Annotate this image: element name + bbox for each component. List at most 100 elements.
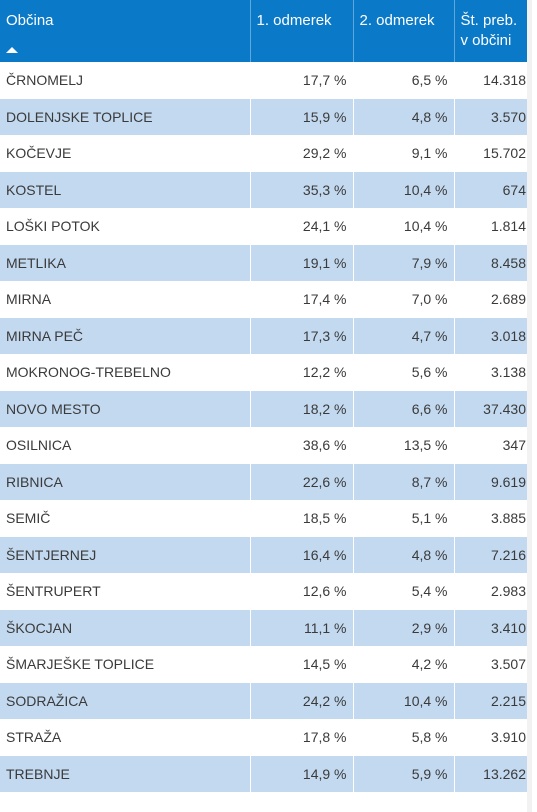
cell-prebivalci: 674 bbox=[454, 171, 532, 208]
table-row: LOŠKI POTOK 24,1 % 10,4 % 1.814 bbox=[0, 208, 532, 245]
cell-odmerek1 bbox=[250, 792, 354, 812]
cell-odmerek2: 6,5 % bbox=[353, 62, 455, 99]
cell-obcina: LOŠKI POTOK bbox=[0, 208, 251, 245]
table-row bbox=[0, 792, 532, 812]
cell-odmerek1: 16,4 % bbox=[250, 536, 354, 573]
cell-prebivalci: 3.507 bbox=[454, 646, 532, 683]
cell-odmerek1: 14,5 % bbox=[250, 646, 354, 683]
cell-prebivalci: 3.410 bbox=[454, 609, 532, 646]
cell-odmerek2: 6,6 % bbox=[353, 390, 455, 427]
cell-obcina: RIBNICA bbox=[0, 463, 251, 500]
cell-prebivalci: 9.619 bbox=[454, 463, 532, 500]
table-row: ŠKOCJAN 11,1 % 2,9 % 3.410 bbox=[0, 609, 532, 646]
table-row: KOČEVJE 29,2 % 9,1 % 15.702 bbox=[0, 135, 532, 172]
cell-obcina: ŠKOCJAN bbox=[0, 609, 251, 646]
cell-odmerek2 bbox=[353, 792, 455, 812]
cell-odmerek1: 17,7 % bbox=[250, 62, 354, 99]
cell-prebivalci: 3.138 bbox=[454, 354, 532, 391]
column-header-prebivalci-line2: v občini bbox=[460, 32, 512, 49]
table-row: ČRNOMELJ 17,7 % 6,5 % 14.318 bbox=[0, 62, 532, 99]
table-row: OSILNICA 38,6 % 13,5 % 347 bbox=[0, 427, 532, 464]
cell-odmerek1: 12,2 % bbox=[250, 354, 354, 391]
cell-obcina: KOČEVJE bbox=[0, 135, 251, 172]
cell-prebivalci: 2.983 bbox=[454, 573, 532, 610]
column-header-odmerek1-label: 1. odmerek bbox=[256, 12, 332, 29]
header-row: Občina 1. odmerek 2. odmerek Št. preb. v… bbox=[0, 0, 532, 62]
column-header-prebivalci-line1: Št. preb. bbox=[460, 12, 518, 29]
cell-odmerek2: 8,7 % bbox=[353, 463, 455, 500]
cell-odmerek1: 15,9 % bbox=[250, 98, 354, 135]
column-header-odmerek2-label: 2. odmerek bbox=[359, 12, 435, 29]
cell-odmerek1: 12,6 % bbox=[250, 573, 354, 610]
column-header-obcina[interactable]: Občina bbox=[0, 0, 251, 62]
cell-odmerek2: 5,8 % bbox=[353, 719, 455, 756]
cell-odmerek1: 17,4 % bbox=[250, 281, 354, 318]
cell-odmerek2: 10,4 % bbox=[353, 208, 455, 245]
cell-obcina: MIRNA PEČ bbox=[0, 317, 251, 354]
table-row: ŠENTRUPERT 12,6 % 5,4 % 2.983 bbox=[0, 573, 532, 610]
column-header-prebivalci[interactable]: Št. preb. v občini bbox=[454, 0, 532, 62]
cell-obcina: ŠMARJEŠKE TOPLICE bbox=[0, 646, 251, 683]
cell-prebivalci: 3.885 bbox=[454, 500, 532, 537]
cell-obcina: SODRAŽICA bbox=[0, 682, 251, 719]
cell-prebivalci: 3.570 bbox=[454, 98, 532, 135]
cell-odmerek2: 7,0 % bbox=[353, 281, 455, 318]
cell-obcina: METLIKA bbox=[0, 244, 251, 281]
cell-odmerek2: 7,9 % bbox=[353, 244, 455, 281]
table-row: STRAŽA 17,8 % 5,8 % 3.910 bbox=[0, 719, 532, 756]
table-row: MIRNA PEČ 17,3 % 4,7 % 3.018 bbox=[0, 317, 532, 354]
cell-odmerek1: 22,6 % bbox=[250, 463, 354, 500]
column-header-odmerek2[interactable]: 2. odmerek bbox=[353, 0, 455, 62]
cell-odmerek2: 5,6 % bbox=[353, 354, 455, 391]
scrollbar-track[interactable] bbox=[527, 0, 532, 812]
cell-odmerek1: 17,8 % bbox=[250, 719, 354, 756]
cell-obcina: ŠENTRUPERT bbox=[0, 573, 251, 610]
table-row: SEMIČ 18,5 % 5,1 % 3.885 bbox=[0, 500, 532, 537]
cell-obcina: MIRNA bbox=[0, 281, 251, 318]
table-row: MOKRONOG-TREBELNO 12,2 % 5,6 % 3.138 bbox=[0, 354, 532, 391]
cell-odmerek2: 5,4 % bbox=[353, 573, 455, 610]
cell-obcina: SEMIČ bbox=[0, 500, 251, 537]
table-row: RIBNICA 22,6 % 8,7 % 9.619 bbox=[0, 463, 532, 500]
cell-prebivalci: 13.262 bbox=[454, 755, 532, 792]
cell-odmerek1: 19,1 % bbox=[250, 244, 354, 281]
cell-prebivalci: 3.018 bbox=[454, 317, 532, 354]
cell-odmerek1: 38,6 % bbox=[250, 427, 354, 464]
cell-prebivalci: 3.910 bbox=[454, 719, 532, 756]
column-header-obcina-label: Občina bbox=[6, 12, 54, 29]
cell-obcina: DOLENJSKE TOPLICE bbox=[0, 98, 251, 135]
cell-obcina: OSILNICA bbox=[0, 427, 251, 464]
cell-odmerek2: 5,1 % bbox=[353, 500, 455, 537]
cell-obcina: KOSTEL bbox=[0, 171, 251, 208]
cell-odmerek2: 4,2 % bbox=[353, 646, 455, 683]
cell-odmerek2: 4,7 % bbox=[353, 317, 455, 354]
cell-prebivalci: 15.702 bbox=[454, 135, 532, 172]
table-row: TREBNJE 14,9 % 5,9 % 13.262 bbox=[0, 755, 532, 792]
cell-prebivalci: 37.430 bbox=[454, 390, 532, 427]
cell-obcina: STRAŽA bbox=[0, 719, 251, 756]
cell-obcina: ČRNOMELJ bbox=[0, 62, 251, 99]
cell-odmerek1: 11,1 % bbox=[250, 609, 354, 646]
sort-ascending-icon[interactable] bbox=[6, 47, 18, 53]
cell-prebivalci: 7.216 bbox=[454, 536, 532, 573]
cell-odmerek2: 10,4 % bbox=[353, 171, 455, 208]
cell-odmerek1: 35,3 % bbox=[250, 171, 354, 208]
cell-odmerek1: 24,2 % bbox=[250, 682, 354, 719]
table-row: ŠMARJEŠKE TOPLICE 14,5 % 4,2 % 3.507 bbox=[0, 646, 532, 683]
cell-odmerek2: 2,9 % bbox=[353, 609, 455, 646]
cell-prebivalci: 8.458 bbox=[454, 244, 532, 281]
cell-prebivalci: 2.215 bbox=[454, 682, 532, 719]
table-row: KOSTEL 35,3 % 10,4 % 674 bbox=[0, 171, 532, 208]
table-header: Občina 1. odmerek 2. odmerek Št. preb. v… bbox=[0, 0, 532, 62]
cell-prebivalci: 1.814 bbox=[454, 208, 532, 245]
cell-odmerek2: 4,8 % bbox=[353, 98, 455, 135]
cell-odmerek1: 18,2 % bbox=[250, 390, 354, 427]
table-row: ŠENTJERNEJ 16,4 % 4,8 % 7.216 bbox=[0, 536, 532, 573]
cell-odmerek1: 18,5 % bbox=[250, 500, 354, 537]
column-header-odmerek1[interactable]: 1. odmerek bbox=[250, 0, 354, 62]
cell-obcina: ŠENTJERNEJ bbox=[0, 536, 251, 573]
cell-odmerek2: 4,8 % bbox=[353, 536, 455, 573]
cell-odmerek2: 9,1 % bbox=[353, 135, 455, 172]
